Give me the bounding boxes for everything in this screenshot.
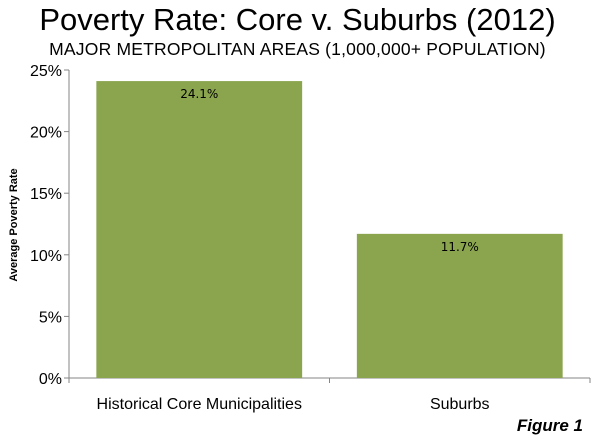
y-tick-label: 25% — [30, 63, 62, 80]
y-tick-label: 5% — [39, 309, 62, 326]
y-tick-label: 15% — [30, 186, 62, 203]
y-tick-label: 10% — [30, 248, 62, 265]
figure-label: Figure 1 — [516, 416, 583, 435]
y-tick-label: 20% — [30, 125, 62, 142]
chart-subtitle: MAJOR METROPOLITAN AREAS (1,000,000+ POP… — [49, 39, 546, 59]
x-category-label: Suburbs — [430, 396, 490, 413]
y-tick-label: 0% — [39, 371, 62, 388]
bar-2 — [356, 233, 563, 378]
y-axis-label: Average Poverty Rate — [8, 168, 20, 281]
x-category-label: Historical Core Municipalities — [97, 396, 302, 413]
chart-labels: 24.1% Historical Core Municipalities 11.7%… — [97, 87, 490, 413]
chart-bars — [96, 81, 563, 378]
data-label: 11.7% — [441, 240, 479, 254]
chart-title: Poverty Rate: Core v. Suburbs (2012) — [39, 2, 556, 37]
bar-1 — [96, 81, 303, 378]
data-label: 24.1% — [180, 87, 218, 101]
chart-axes: 0% 5% 10% 15% 20% 25% — [30, 63, 591, 388]
